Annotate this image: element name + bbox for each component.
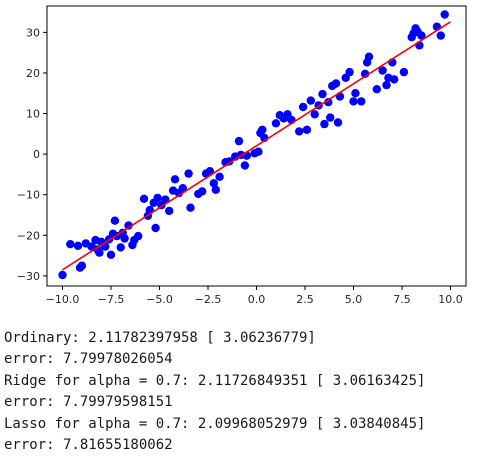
data-point-1: [66, 240, 75, 249]
y-tick-label-4: 10: [26, 108, 40, 121]
regression-chart: −10.0 −7.5 −5.0 −2.5 0.0 2.5 5.0 7.5 10.0 −30 −20…: [17, 5, 467, 306]
x-tick-label-5: 2.5: [296, 293, 314, 306]
data-point-100: [440, 10, 449, 19]
data-point-90: [390, 75, 399, 84]
data-point-45: [215, 172, 224, 181]
y-tick-label-6: 30: [26, 26, 40, 39]
data-point-13: [106, 250, 116, 259]
data-point-69: [318, 89, 327, 99]
data-point-38: [186, 203, 195, 212]
data-point-20: [124, 221, 133, 230]
data-point-75: [333, 118, 343, 127]
x-tick-label-8: 10.0: [438, 293, 463, 306]
output-line-ordinary-error: error: 7.79978026054: [4, 351, 173, 368]
data-point-37: [184, 169, 193, 178]
data-point-54: [254, 147, 263, 156]
output-line-lasso: Lasso for alpha = 0.7: 2.09968052979 [ 3…: [4, 415, 426, 432]
x-tick-label-1: −7.5: [98, 293, 125, 306]
output-line-ordinary: Ordinary: 2.11782397958 [ 3.06236779]: [4, 330, 316, 346]
data-point-43: [209, 179, 218, 188]
data-point-9: [95, 248, 104, 257]
data-point-44: [211, 185, 220, 194]
data-point-97: [417, 31, 426, 40]
data-point-34: [170, 175, 180, 184]
x-tick-label-6: 5.0: [345, 293, 363, 306]
data-point-0: [58, 270, 67, 280]
console-output: Ordinary: 2.11782397958 [ 3.06236779] er…: [4, 328, 425, 456]
data-point-87: [382, 80, 391, 90]
data-point-74: [331, 79, 341, 88]
x-tick-label-4: 0.0: [248, 293, 266, 306]
data-point-66: [306, 96, 315, 105]
data-point-36: [178, 184, 187, 193]
data-point-51: [240, 161, 250, 170]
plot-area: [58, 10, 451, 280]
data-point-84: [364, 52, 374, 61]
data-point-2: [73, 241, 83, 250]
y-tick-label-5: 20: [26, 67, 40, 80]
data-point-67: [310, 110, 319, 119]
data-point-56: [258, 125, 267, 134]
fit-line: [62, 21, 451, 271]
data-point-40: [198, 187, 207, 196]
x-tick-label-0: −10.0: [46, 293, 80, 306]
data-point-31: [161, 195, 170, 204]
output-line-ridge: Ridge for alpha = 0.7: 2.11726849351 [ 3…: [4, 372, 426, 389]
data-point-58: [271, 119, 281, 128]
y-axis: −30 −20 −10 0 10 20 30: [17, 26, 47, 283]
data-point-91: [399, 67, 409, 77]
data-point-28: [151, 223, 160, 233]
data-point-15: [110, 216, 120, 225]
data-point-70: [320, 119, 329, 129]
y-tick-label-0: −30: [17, 270, 40, 283]
data-point-64: [298, 102, 308, 112]
data-point-79: [349, 97, 358, 106]
data-point-17: [116, 243, 125, 252]
x-tick-label-2: −5.0: [146, 293, 173, 306]
x-axis: −10.0 −7.5 −5.0 −2.5 0.0 2.5 5.0 7.5 10.0: [46, 286, 463, 306]
data-point-99: [436, 31, 445, 40]
data-point-47: [225, 157, 234, 166]
data-point-72: [326, 113, 335, 122]
data-point-23: [134, 231, 143, 241]
y-tick-label-2: −10: [17, 189, 40, 202]
data-point-24: [139, 194, 149, 203]
data-point-4: [77, 261, 87, 270]
y-tick-label-3: 0: [33, 148, 40, 161]
data-point-19: [120, 234, 129, 243]
data-point-78: [345, 67, 354, 77]
data-point-80: [351, 89, 360, 98]
data-point-81: [357, 97, 366, 106]
data-point-32: [165, 206, 174, 216]
data-point-65: [302, 125, 312, 134]
data-point-86: [378, 66, 387, 75]
data-point-63: [295, 127, 304, 136]
data-point-29: [153, 193, 162, 203]
data-point-49: [234, 136, 244, 146]
data-point-85: [372, 85, 381, 94]
x-tick-label-3: −2.5: [195, 293, 222, 306]
output-line-ridge-error: error: 7.79979598151: [4, 394, 173, 411]
data-point-71: [324, 98, 333, 107]
output-line-lasso-error: error: 7.81655180062: [4, 437, 173, 454]
y-tick-label-1: −20: [17, 229, 40, 242]
plot-frame: [46, 5, 467, 287]
x-tick-label-7: 7.5: [393, 293, 411, 306]
